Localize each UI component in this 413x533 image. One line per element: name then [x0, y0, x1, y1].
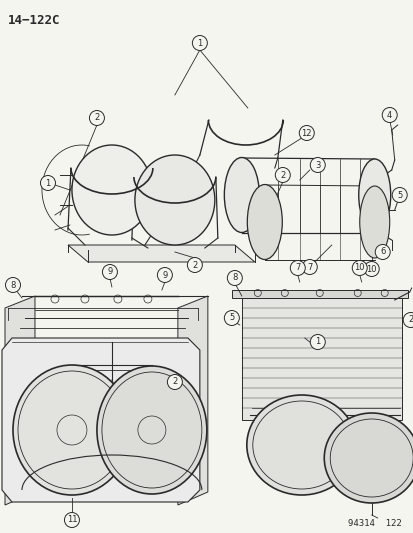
Text: 1: 1 [314, 337, 320, 346]
Text: 94314  122: 94314 122 [347, 519, 401, 528]
Circle shape [89, 110, 104, 125]
Circle shape [157, 268, 172, 282]
Ellipse shape [135, 155, 214, 245]
Text: 9: 9 [107, 268, 112, 277]
Circle shape [64, 513, 79, 528]
Circle shape [381, 108, 396, 123]
Circle shape [224, 311, 239, 326]
Circle shape [40, 175, 55, 190]
Text: 2: 2 [192, 261, 197, 270]
Circle shape [192, 36, 207, 51]
Text: 2: 2 [172, 377, 177, 386]
Text: 8: 8 [10, 280, 16, 289]
Ellipse shape [13, 365, 131, 495]
Ellipse shape [359, 186, 389, 258]
Circle shape [5, 278, 20, 293]
Ellipse shape [323, 413, 413, 503]
Text: 12: 12 [301, 128, 311, 138]
Text: 10: 10 [366, 264, 376, 273]
Circle shape [402, 312, 413, 327]
Text: 7: 7 [306, 262, 312, 271]
Circle shape [299, 125, 313, 141]
Text: 3: 3 [314, 160, 320, 169]
Ellipse shape [247, 184, 282, 260]
Polygon shape [241, 298, 401, 420]
Text: 9: 9 [162, 271, 167, 279]
Circle shape [309, 335, 325, 350]
Text: 10: 10 [354, 263, 364, 272]
Text: 4: 4 [386, 110, 392, 119]
Text: 14−122C: 14−122C [8, 14, 60, 27]
Text: 1: 1 [45, 179, 50, 188]
Polygon shape [231, 290, 407, 298]
Text: 7: 7 [294, 263, 300, 272]
Polygon shape [178, 296, 207, 505]
Circle shape [187, 257, 202, 272]
Circle shape [301, 260, 316, 274]
Polygon shape [5, 296, 35, 505]
Text: 2: 2 [94, 114, 99, 123]
Ellipse shape [72, 145, 152, 235]
Polygon shape [68, 245, 254, 262]
Circle shape [102, 264, 117, 279]
Circle shape [374, 245, 389, 260]
Ellipse shape [358, 159, 390, 231]
Text: 6: 6 [379, 247, 385, 256]
Circle shape [309, 157, 325, 173]
Text: 5: 5 [396, 190, 401, 199]
Ellipse shape [246, 395, 356, 495]
Text: 2: 2 [407, 316, 412, 325]
Polygon shape [2, 338, 199, 502]
Ellipse shape [97, 366, 206, 494]
Circle shape [363, 262, 378, 277]
Circle shape [167, 375, 182, 390]
Text: 11: 11 [66, 515, 77, 524]
Circle shape [290, 261, 304, 276]
Circle shape [275, 167, 290, 182]
Text: 8: 8 [232, 273, 237, 282]
Ellipse shape [224, 157, 259, 232]
Text: 2: 2 [280, 171, 285, 180]
Circle shape [351, 261, 366, 276]
Circle shape [391, 188, 406, 203]
Circle shape [227, 271, 242, 286]
Text: 1: 1 [197, 38, 202, 47]
Text: 5: 5 [229, 313, 234, 322]
